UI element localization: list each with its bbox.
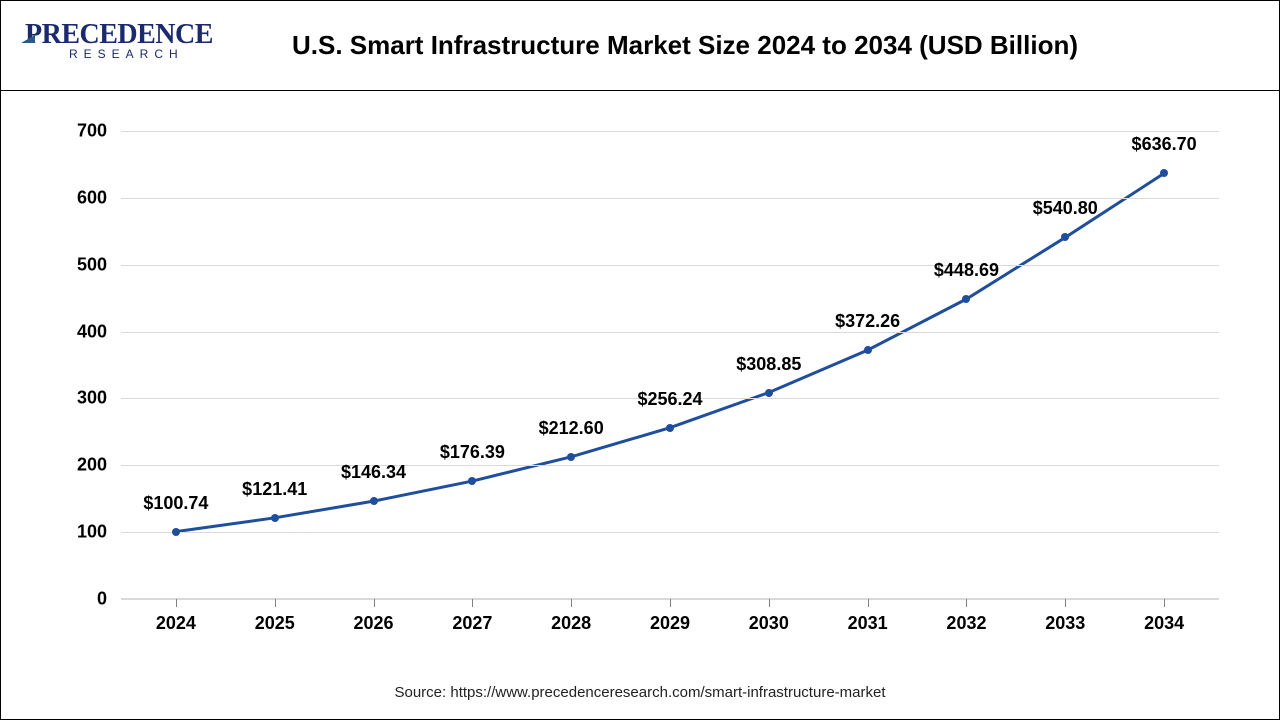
y-axis-label: 500 — [77, 254, 121, 275]
gridline — [121, 532, 1219, 533]
gridline — [121, 465, 1219, 466]
data-line — [176, 173, 1164, 531]
x-axis-label: 2024 — [156, 599, 196, 634]
x-axis-label: 2027 — [452, 599, 492, 634]
data-label: $256.24 — [637, 389, 702, 410]
data-marker — [765, 389, 773, 397]
x-axis-label: 2025 — [255, 599, 295, 634]
x-axis-label: 2031 — [848, 599, 888, 634]
data-label: $100.74 — [143, 493, 208, 514]
data-marker — [172, 528, 180, 536]
gridline — [121, 131, 1219, 132]
brand-logo: PRECEDENCE RESEARCH — [25, 19, 213, 61]
data-marker — [468, 477, 476, 485]
y-axis-label: 600 — [77, 187, 121, 208]
data-label: $212.60 — [539, 418, 604, 439]
y-axis-label: 200 — [77, 455, 121, 476]
source-citation: Source: https://www.precedenceresearch.c… — [1, 684, 1279, 701]
data-label: $372.26 — [835, 311, 900, 332]
data-marker — [370, 497, 378, 505]
header: PRECEDENCE RESEARCH U.S. Smart Infrastru… — [1, 1, 1279, 91]
data-label: $448.69 — [934, 260, 999, 281]
gridline — [121, 332, 1219, 333]
y-axis-label: 400 — [77, 321, 121, 342]
data-marker — [271, 514, 279, 522]
data-marker — [1061, 233, 1069, 241]
data-label: $540.80 — [1033, 198, 1098, 219]
x-axis-label: 2033 — [1045, 599, 1085, 634]
data-marker — [864, 346, 872, 354]
data-label: $308.85 — [736, 354, 801, 375]
data-label: $146.34 — [341, 462, 406, 483]
data-marker — [962, 295, 970, 303]
data-label: $636.70 — [1132, 134, 1197, 155]
x-axis-label: 2032 — [946, 599, 986, 634]
data-marker — [567, 453, 575, 461]
logo-letter: P — [25, 19, 42, 50]
x-axis-label: 2034 — [1144, 599, 1184, 634]
y-axis-label: 0 — [97, 589, 121, 610]
chart-title: U.S. Smart Infrastructure Market Size 20… — [202, 30, 1078, 61]
logo-wordmark: RECEDENCE — [42, 19, 213, 50]
gridline — [121, 265, 1219, 266]
y-axis-label: 100 — [77, 522, 121, 543]
x-axis-label: 2030 — [749, 599, 789, 634]
x-axis-label: 2029 — [650, 599, 690, 634]
y-axis-label: 700 — [77, 121, 121, 142]
x-axis-label: 2028 — [551, 599, 591, 634]
chart-area: 0 100 200 300 400 500 600 700 2024 2025 2026 2027 20… — [51, 111, 1229, 659]
data-marker — [666, 424, 674, 432]
y-axis-label: 300 — [77, 388, 121, 409]
plot-region: 0100200300400500600700202420252026202720… — [121, 131, 1219, 599]
data-label: $176.39 — [440, 442, 505, 463]
data-marker — [1160, 169, 1168, 177]
data-label: $121.41 — [242, 479, 307, 500]
x-axis-label: 2026 — [354, 599, 394, 634]
